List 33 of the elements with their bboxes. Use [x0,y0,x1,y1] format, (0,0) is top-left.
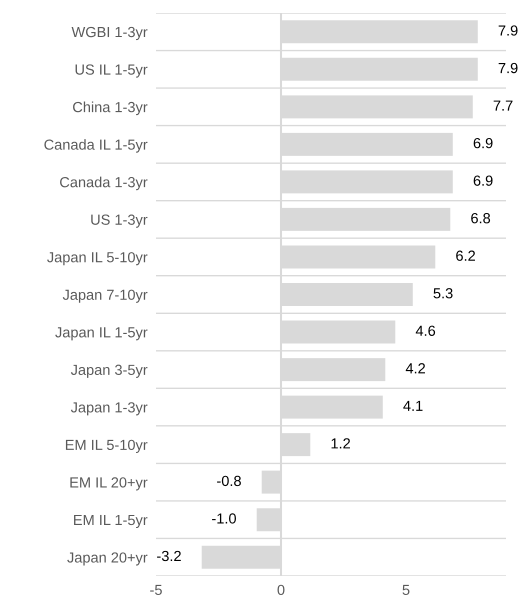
data-label: 1.2 [332,438,350,448]
data-label: 7.9 [498,25,518,36]
x-tick-label: -5 [150,584,162,596]
data-label: 6.8 [471,213,490,224]
x-tick-label: 0 [278,584,284,596]
data-label: 6.2 [456,250,475,261]
data-label: 6.9 [474,138,493,148]
y-tick-label: Canada 1-3yr [60,176,148,190]
y-tick-label: Japan IL 5-10yr [47,252,148,266]
y-tick-label: EM IL 20+yr [70,477,148,490]
data-label: 4.6 [416,326,436,336]
y-tick-label: Japan 7-10yr [62,290,148,303]
y-tick-label: US 1-3yr [91,214,148,228]
data-label: -0.8 [217,476,241,486]
x-tick-label: 5 [402,584,410,596]
data-label: 4.2 [406,363,425,374]
y-tick-label: Japan IL 1-5yr [55,327,148,340]
data-label: 7.7 [494,100,512,111]
data-label: 5.3 [434,288,453,298]
y-tick-label: WGBI 1-3yr [72,26,148,40]
data-label: -1.0 [212,513,236,524]
y-tick-label: Canada IL 1-5yr [44,139,148,153]
y-tick-label: US IL 1-5yr [76,64,148,78]
data-label: 6.9 [474,175,493,186]
y-tick-label: Japan 20+yr [67,552,148,566]
data-label: 7.9 [498,62,518,74]
y-tick-label: Japan 1-3yr [70,402,148,416]
y-tick-label: Japan 3-5yr [70,364,148,378]
y-tick-label: EM IL 1-5yr [74,514,148,528]
y-tick-label: EM IL 5-10yr [66,440,148,453]
data-label: -3.2 [157,550,181,562]
y-tick-label: China 1-3yr [73,102,148,116]
data-label: 4.1 [403,400,423,411]
